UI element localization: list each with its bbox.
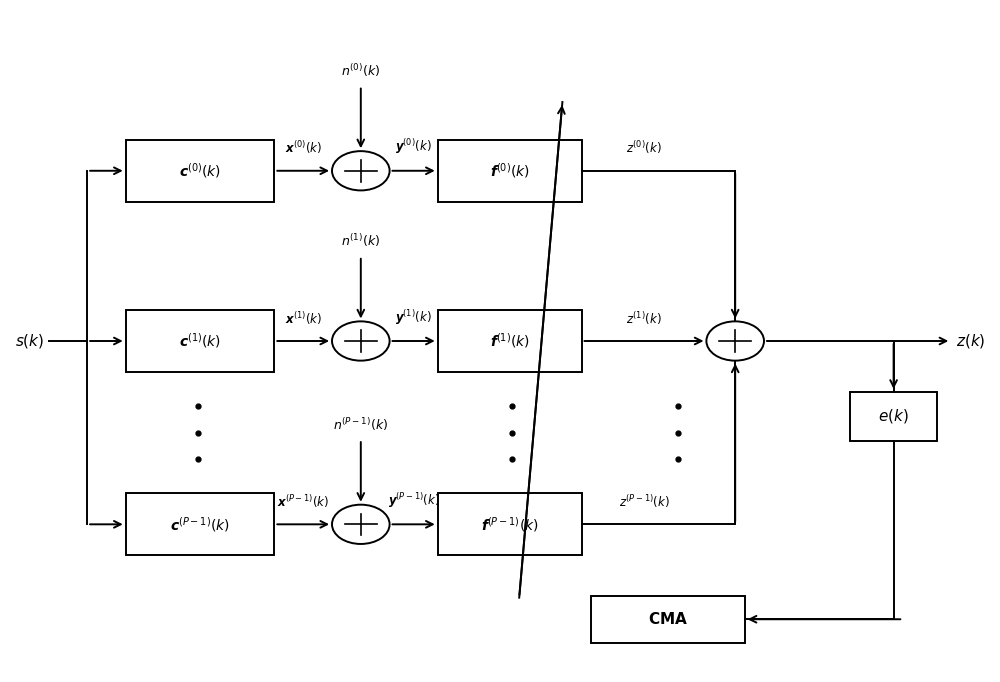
Text: $e(k)$: $e(k)$ <box>878 407 909 426</box>
Bar <box>850 391 937 441</box>
Bar <box>591 595 745 643</box>
Text: $\boldsymbol{x}^{(0)}(k)$: $\boldsymbol{x}^{(0)}(k)$ <box>285 139 322 156</box>
Bar <box>126 140 274 202</box>
Bar <box>438 310 582 372</box>
Circle shape <box>332 505 390 544</box>
Text: $\boldsymbol{x}^{(P-1)}(k)$: $\boldsymbol{x}^{(P-1)}(k)$ <box>277 493 329 510</box>
Text: $\boldsymbol{y}^{(P-1)}(k)$: $\boldsymbol{y}^{(P-1)}(k)$ <box>388 491 440 510</box>
Text: $\boldsymbol{c}^{(P-1)}(k)$: $\boldsymbol{c}^{(P-1)}(k)$ <box>170 515 230 534</box>
Text: $s(k)$: $s(k)$ <box>15 332 44 350</box>
Text: $z^{(1)}(k)$: $z^{(1)}(k)$ <box>626 310 662 327</box>
Text: $\boldsymbol{x}^{(1)}(k)$: $\boldsymbol{x}^{(1)}(k)$ <box>285 310 322 327</box>
Text: $z^{(0)}(k)$: $z^{(0)}(k)$ <box>626 139 662 156</box>
Text: $\boldsymbol{c}^{(0)}(k)$: $\boldsymbol{c}^{(0)}(k)$ <box>179 162 221 180</box>
Text: $z(k)$: $z(k)$ <box>956 332 985 350</box>
Circle shape <box>332 321 390 361</box>
Text: $\boldsymbol{c}^{(1)}(k)$: $\boldsymbol{c}^{(1)}(k)$ <box>179 331 221 351</box>
Text: $\boldsymbol{f}^{(0)}(k)$: $\boldsymbol{f}^{(0)}(k)$ <box>490 162 530 180</box>
Text: $\boldsymbol{y}^{(0)}(k)$: $\boldsymbol{y}^{(0)}(k)$ <box>395 138 432 156</box>
Text: $\boldsymbol{f}^{(1)}(k)$: $\boldsymbol{f}^{(1)}(k)$ <box>490 331 530 351</box>
Text: $\boldsymbol{f}^{(P-1)}(k)$: $\boldsymbol{f}^{(P-1)}(k)$ <box>481 515 538 534</box>
Text: $n^{(1)}(k)$: $n^{(1)}(k)$ <box>341 233 380 250</box>
Text: $\boldsymbol{y}^{(1)}(k)$: $\boldsymbol{y}^{(1)}(k)$ <box>395 308 432 327</box>
Bar <box>438 493 582 555</box>
Text: $n^{(P-1)}(k)$: $n^{(P-1)}(k)$ <box>333 416 388 432</box>
Circle shape <box>332 151 390 190</box>
Text: $n^{(0)}(k)$: $n^{(0)}(k)$ <box>341 62 380 79</box>
Text: $\mathbf{CMA}$: $\mathbf{CMA}$ <box>648 611 688 627</box>
Text: $z^{(P-1)}(k)$: $z^{(P-1)}(k)$ <box>619 493 669 510</box>
Bar <box>438 140 582 202</box>
Bar <box>126 493 274 555</box>
Bar <box>126 310 274 372</box>
Circle shape <box>706 321 764 361</box>
